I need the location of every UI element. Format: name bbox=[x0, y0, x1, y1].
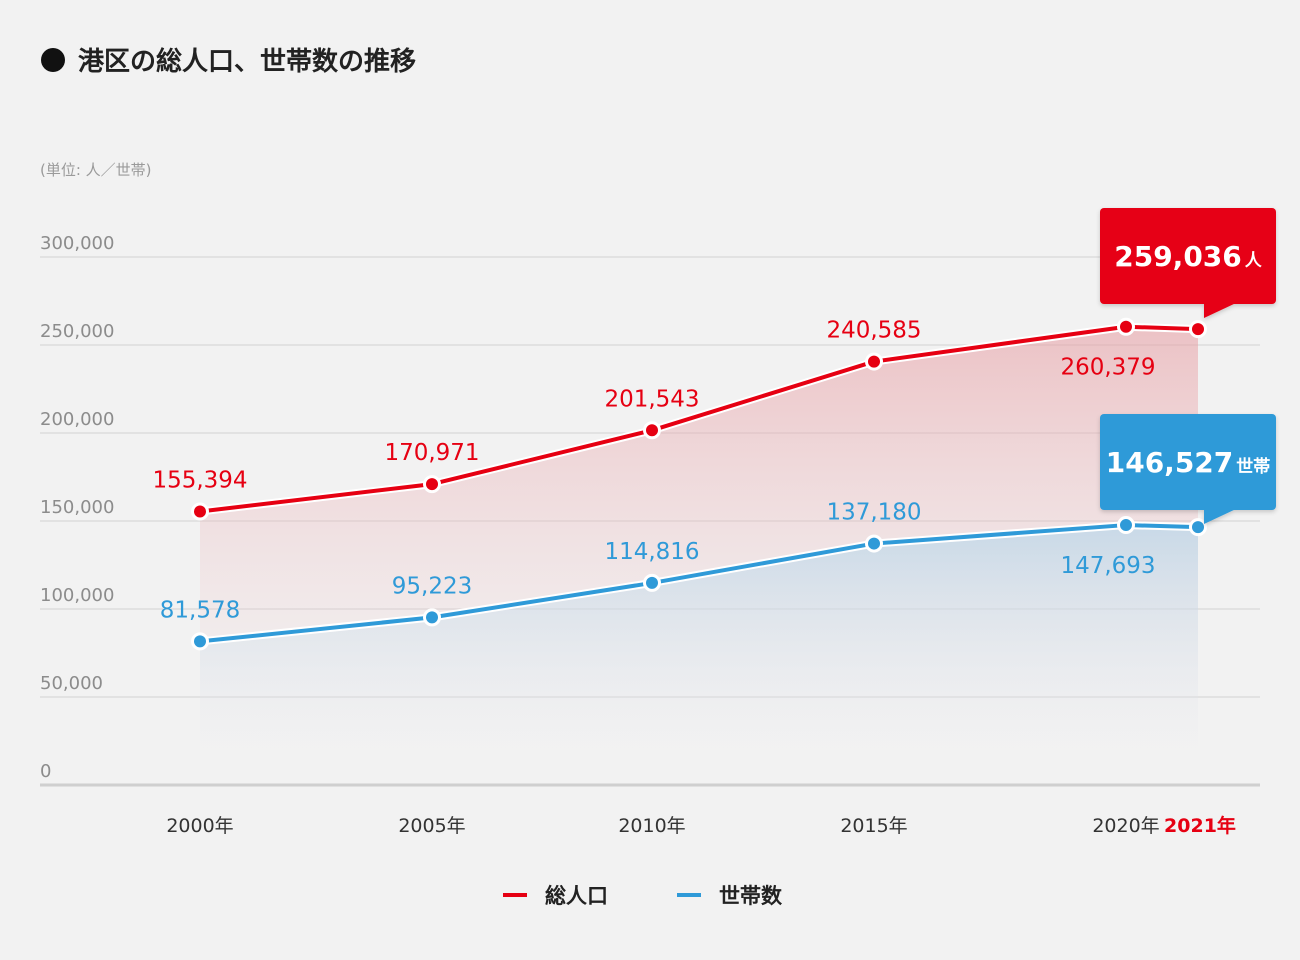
legend-item-households: 世帯数 bbox=[677, 884, 783, 908]
data-point bbox=[423, 608, 441, 627]
series-line-households bbox=[198, 523, 1200, 644]
unit-note: (単位: 人／世帯) bbox=[40, 161, 152, 179]
y-tick-label: 200,000 bbox=[40, 409, 114, 430]
callout-value: 259,036 人 bbox=[1114, 240, 1263, 273]
line-layer bbox=[196, 322, 1202, 646]
callout-box bbox=[1100, 208, 1276, 304]
x-tick-label: 2015年 bbox=[840, 815, 907, 837]
data-label: 240,585 bbox=[826, 318, 921, 344]
chart-title: 港区の総人口、世帯数の推移 bbox=[78, 46, 416, 77]
data-label: 201,543 bbox=[604, 386, 699, 412]
data-label: 260,379 bbox=[1060, 355, 1155, 381]
callout-box bbox=[1100, 414, 1276, 510]
legend-swatch-households bbox=[677, 893, 701, 897]
point-layer bbox=[191, 317, 1207, 651]
x-tick-label: 2020年 bbox=[1092, 815, 1159, 837]
data-point bbox=[865, 352, 883, 371]
y-tick-label: 150,000 bbox=[40, 497, 114, 518]
callout-value: 146,527 世帯 bbox=[1106, 446, 1271, 479]
data-point bbox=[191, 502, 209, 521]
data-point bbox=[643, 573, 661, 592]
x-axis: 2000年 2005年 2010年 2015年 2020年 2021年 bbox=[166, 814, 1236, 837]
callout-layer: 259,036 人 146,527 世帯 bbox=[1100, 208, 1276, 524]
y-tick-label: 300,000 bbox=[40, 233, 114, 254]
data-point bbox=[643, 421, 661, 440]
y-tick-label: 250,000 bbox=[40, 321, 114, 342]
legend-item-population: 総人口 bbox=[503, 884, 608, 908]
title-bullet-icon bbox=[41, 48, 65, 72]
label-layer: 155,394 170,971 201,543 240,585 260,379 81,57… bbox=[152, 318, 1155, 624]
y-tick-label: 100,000 bbox=[40, 585, 114, 606]
data-point bbox=[865, 534, 883, 553]
x-tick-label: 2005年 bbox=[398, 815, 465, 837]
legend-label-population: 総人口 bbox=[545, 884, 608, 908]
data-label: 170,971 bbox=[384, 440, 479, 466]
legend-label-households: 世帯数 bbox=[719, 884, 783, 908]
x-tick-label: 2000年 bbox=[166, 815, 233, 837]
legend: 総人口 世帯数 bbox=[503, 884, 783, 908]
data-point bbox=[191, 632, 209, 651]
area-households bbox=[200, 525, 1198, 755]
series-line-population bbox=[198, 324, 1200, 514]
data-label: 81,578 bbox=[160, 597, 240, 623]
data-point bbox=[1117, 317, 1135, 336]
data-label: 147,693 bbox=[1060, 553, 1155, 579]
data-point bbox=[1189, 320, 1207, 339]
callout-population: 259,036 人 bbox=[1100, 208, 1276, 318]
callout-households: 146,527 世帯 bbox=[1100, 414, 1276, 524]
data-label: 114,816 bbox=[604, 539, 699, 565]
data-point bbox=[423, 475, 441, 494]
data-label: 155,394 bbox=[152, 468, 247, 494]
y-tick-label: 0 bbox=[40, 761, 51, 782]
callout-pointer bbox=[1204, 303, 1236, 318]
y-tick-label: 50,000 bbox=[40, 673, 103, 694]
data-point bbox=[1117, 516, 1135, 535]
x-tick-label: 2010年 bbox=[618, 815, 685, 837]
data-point bbox=[1189, 518, 1207, 537]
data-label: 95,223 bbox=[392, 573, 472, 599]
callout-pointer bbox=[1204, 509, 1236, 524]
legend-swatch-population bbox=[503, 893, 527, 897]
x-tick-label: 2021年 bbox=[1164, 814, 1236, 837]
data-label: 137,180 bbox=[826, 500, 921, 526]
area-layer bbox=[200, 326, 1198, 755]
